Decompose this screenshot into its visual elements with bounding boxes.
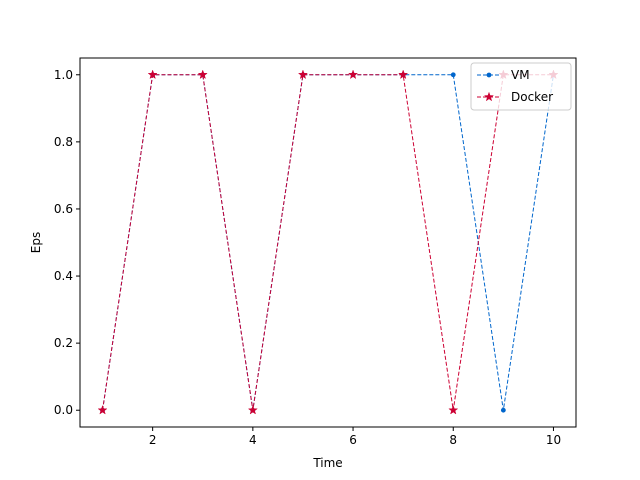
data-point-docker [147, 69, 158, 80]
series-layer [97, 69, 559, 415]
data-point-docker [297, 69, 309, 80]
data-point-vm [500, 407, 506, 413]
x-tick-label: 6 [349, 433, 357, 447]
y-tick-label: 1.0 [54, 68, 73, 82]
data-point-vm [450, 72, 456, 78]
legend-marker-vm [486, 72, 492, 78]
data-point-docker [197, 69, 208, 80]
y-tick-label: 0.2 [54, 336, 73, 350]
data-point-docker [97, 404, 108, 415]
x-tick-label: 4 [249, 433, 257, 447]
data-point-docker [398, 69, 409, 80]
legend-label-vm: VM [511, 68, 530, 82]
legend: VM Docker [470, 62, 572, 111]
x-axis-label: Time [312, 456, 342, 470]
plot-frame [79, 57, 577, 428]
x-tick-label: 8 [449, 433, 457, 447]
legend-marker-docker [483, 91, 495, 102]
data-point-docker [247, 404, 258, 415]
x-tick-label: 2 [149, 433, 157, 447]
y-tick-label: 0.0 [54, 403, 73, 417]
plot-area [80, 58, 576, 427]
y-tick-label: 0.4 [54, 269, 73, 283]
data-point-docker [448, 404, 459, 415]
y-axis-label: Eps [29, 232, 43, 253]
x-tick-label: 10 [546, 433, 561, 447]
series-line-docker [102, 74, 554, 411]
data-point-docker [347, 69, 359, 80]
legend-label-docker: Docker [511, 90, 553, 104]
ticks-layer: 2 4 6 8 10 0.0 0.2 0.4 0.6 0.8 1.0 [54, 68, 561, 447]
y-tick-label: 0.8 [54, 135, 73, 149]
y-tick-label: 0.6 [54, 202, 73, 216]
